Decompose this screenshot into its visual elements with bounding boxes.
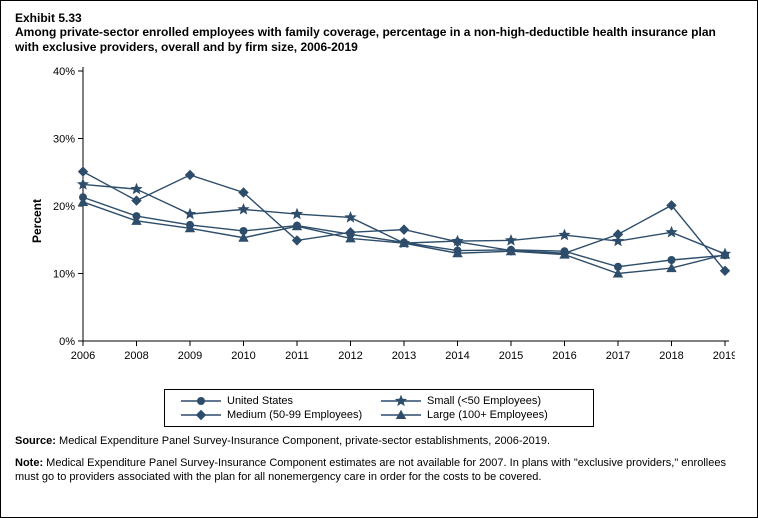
- note-label: Note:: [15, 457, 43, 469]
- y-axis-label: Percent: [30, 199, 44, 243]
- svg-text:2016: 2016: [552, 350, 576, 362]
- svg-text:2008: 2008: [124, 350, 148, 362]
- svg-text:2015: 2015: [499, 350, 523, 362]
- legend-row: United States Small (<50 Employees): [179, 394, 579, 408]
- legend-marker-circle-icon: [179, 394, 223, 408]
- svg-text:30%: 30%: [53, 134, 75, 146]
- exhibit-number: Exhibit 5.33: [15, 11, 743, 25]
- legend-item: United States: [179, 394, 379, 408]
- source-text: Medical Expenditure Panel Survey-Insuran…: [56, 435, 550, 447]
- legend-marker-triangle-icon: [379, 408, 423, 422]
- legend-label: Medium (50-99 Employees): [227, 409, 362, 421]
- legend-marker-diamond-icon: [179, 408, 223, 422]
- legend-wrap: United StatesSmall (<50 Employees)Medium…: [15, 381, 743, 427]
- svg-text:2017: 2017: [606, 350, 630, 362]
- legend-marker-star-icon: [379, 394, 423, 408]
- line-chart-svg: 0% 10% 20% 30% 40% 2006 2008 2009 2010 2011 2012 20…: [15, 61, 735, 381]
- legend-label: Large (100+ Employees): [427, 409, 548, 421]
- note-text: Medical Expenditure Panel Survey-Insuran…: [15, 457, 726, 483]
- legend-item: Large (100+ Employees): [379, 408, 579, 422]
- svg-text:0%: 0%: [59, 336, 75, 348]
- chart-area: Percent 0% 10% 20% 30% 40% 2006 2008 2009 2010 20…: [15, 61, 735, 381]
- note-line: Note: Medical Expenditure Panel Survey-I…: [15, 457, 743, 485]
- svg-text:20%: 20%: [53, 201, 75, 213]
- svg-text:2013: 2013: [392, 350, 416, 362]
- legend-label: Small (<50 Employees): [427, 395, 541, 407]
- svg-text:2014: 2014: [445, 350, 469, 362]
- title-block: Exhibit 5.33 Among private-sector enroll…: [15, 11, 743, 55]
- svg-text:2010: 2010: [231, 350, 255, 362]
- source-line: Source: Medical Expenditure Panel Survey…: [15, 435, 743, 449]
- svg-text:2011: 2011: [285, 350, 309, 362]
- svg-text:2009: 2009: [178, 350, 202, 362]
- source-label: Source:: [15, 435, 56, 447]
- legend-item: Medium (50-99 Employees): [179, 408, 379, 422]
- svg-text:2019: 2019: [713, 350, 735, 362]
- legend-label: United States: [227, 395, 293, 407]
- figure-container: Exhibit 5.33 Among private-sector enroll…: [0, 0, 758, 518]
- chart-title: Among private-sector enrolled employees …: [15, 25, 735, 55]
- legend-item: Small (<50 Employees): [379, 394, 579, 408]
- legend-box: United StatesSmall (<50 Employees)Medium…: [164, 389, 594, 427]
- svg-text:10%: 10%: [53, 269, 75, 281]
- svg-text:2006: 2006: [71, 350, 95, 362]
- legend-row: Medium (50-99 Employees) Large (100+ Empl…: [179, 408, 579, 422]
- svg-text:2012: 2012: [338, 350, 362, 362]
- svg-text:2018: 2018: [659, 350, 683, 362]
- svg-text:40%: 40%: [53, 66, 75, 78]
